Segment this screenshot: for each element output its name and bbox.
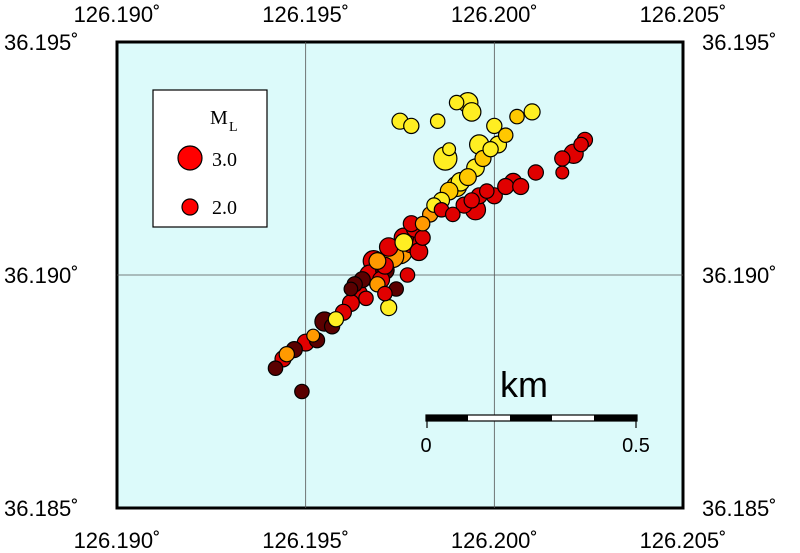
scale-bar-segment bbox=[426, 415, 468, 421]
lon-tick-label-bottom: 126.190˚ bbox=[74, 528, 161, 553]
earthquake-event bbox=[523, 103, 541, 121]
earthquake-event bbox=[394, 232, 414, 252]
lon-tick-label-bottom: 126.195˚ bbox=[262, 528, 349, 553]
earthquake-event bbox=[497, 177, 515, 196]
legend-title-subscript: L bbox=[229, 120, 238, 135]
earthquake-event bbox=[327, 311, 345, 328]
earthquake-event bbox=[512, 177, 530, 196]
scale-bar-title: km bbox=[500, 364, 548, 405]
earthquake-event bbox=[486, 117, 503, 135]
lon-tick-label-bottom: 126.200˚ bbox=[451, 528, 538, 553]
earthquake-event bbox=[461, 102, 482, 122]
lon-tick-label-top: 126.195˚ bbox=[262, 2, 349, 27]
lon-tick-label-bottom: 126.205˚ bbox=[640, 528, 727, 553]
legend-title: M bbox=[210, 107, 228, 129]
earthquake-event bbox=[358, 290, 374, 307]
earthquake-event bbox=[278, 346, 295, 363]
earthquake-event bbox=[555, 165, 570, 180]
earthquake-event bbox=[444, 206, 461, 223]
earthquake-events bbox=[267, 91, 594, 400]
earthquake-event bbox=[478, 183, 495, 199]
legend: M L 3.0 2.0 bbox=[152, 89, 268, 228]
lon-tick-label-top: 126.190˚ bbox=[74, 2, 161, 27]
earthquake-event bbox=[458, 168, 477, 187]
scale-bar-segment bbox=[594, 415, 637, 421]
earthquake-event bbox=[403, 117, 420, 135]
lat-tick-label-left: 36.185˚ bbox=[4, 496, 79, 521]
lon-tick-label-top: 126.205˚ bbox=[640, 2, 727, 27]
earthquake-event bbox=[448, 94, 465, 111]
earthquake-event bbox=[429, 113, 446, 129]
earthquake-event bbox=[414, 229, 431, 246]
scale-bar-end-label: 0.5 bbox=[622, 435, 650, 457]
legend-label-2-0: 2.0 bbox=[212, 197, 237, 219]
lat-tick-label-right: 36.195˚ bbox=[702, 30, 777, 55]
scale-bar-segment bbox=[510, 415, 552, 421]
earthquake-event bbox=[554, 150, 571, 167]
scale-bar-start-label: 0 bbox=[420, 435, 431, 457]
earthquake-event bbox=[463, 192, 480, 209]
earthquake-event bbox=[399, 267, 416, 283]
frame-ticks: 126.190˚ 126.190˚ 126.195˚ 126.195˚ 126.200˚… bbox=[4, 2, 777, 553]
lon-tick-label-top: 126.200˚ bbox=[451, 2, 538, 27]
earthquake-event bbox=[442, 142, 457, 157]
legend-symbol-2-0 bbox=[181, 198, 199, 216]
lat-tick-label-left: 36.190˚ bbox=[4, 263, 79, 288]
earthquake-event bbox=[267, 360, 284, 376]
earthquake-event bbox=[573, 136, 589, 153]
earthquake-event bbox=[377, 285, 393, 302]
earthquake-event bbox=[306, 328, 321, 343]
lat-tick-label-right: 36.190˚ bbox=[702, 263, 777, 288]
earthquake-event bbox=[414, 215, 431, 232]
earthquake-event bbox=[409, 242, 429, 262]
legend-symbol-3-0 bbox=[177, 145, 203, 171]
earthquake-event bbox=[343, 281, 359, 297]
legend-box bbox=[152, 89, 268, 228]
lat-tick-label-left: 36.195˚ bbox=[4, 30, 79, 55]
earthquake-event bbox=[497, 127, 514, 143]
earthquake-event bbox=[380, 299, 398, 317]
earthquake-event bbox=[527, 164, 545, 181]
earthquake-event bbox=[509, 108, 525, 125]
earthquake-event bbox=[482, 140, 499, 158]
earthquake-event bbox=[294, 383, 310, 400]
lat-tick-label-right: 36.185˚ bbox=[702, 496, 777, 521]
legend-label-3-0: 3.0 bbox=[212, 149, 237, 171]
earthquake-event bbox=[368, 252, 387, 271]
scale-bar: km 0 0.5 bbox=[420, 364, 649, 457]
